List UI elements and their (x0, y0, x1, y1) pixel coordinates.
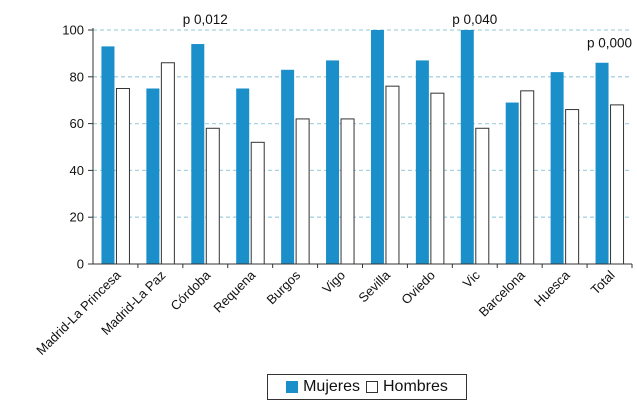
category-label: Total (588, 267, 618, 297)
bar-hombres-3 (250, 141, 265, 265)
legend-swatch-mujeres (286, 381, 299, 393)
legend-item-hombres: Hombres (366, 378, 448, 396)
bar-hombres-9 (520, 90, 535, 265)
axes (88, 28, 633, 268)
category-label: Burgos (264, 267, 304, 307)
legend: Mujeres Hombres (267, 374, 467, 400)
bar-hombres-10 (565, 109, 580, 265)
category-label: Córdoba (168, 267, 214, 313)
bar-mujeres-5 (326, 60, 340, 264)
p-value-annotation: p 0,012 (183, 12, 228, 27)
y-tick-label: 0 (77, 257, 84, 272)
bar-hombres-0 (115, 88, 130, 265)
category-label: Vigo (319, 268, 348, 297)
y-tick-label: 100 (62, 23, 84, 38)
bar-mujeres-9 (505, 102, 519, 264)
bars (101, 30, 625, 265)
bar-mujeres-1 (146, 88, 160, 264)
bar-chart: 0 20 40 60 80 100 Madrid-La PrincesaMadrid-La… (33, 12, 633, 358)
y-tick-label: 40 (70, 163, 84, 178)
bar-mujeres-4 (281, 69, 295, 264)
y-tick-label: 60 (70, 116, 84, 131)
gridlines (93, 29, 632, 218)
bar-hombres-8 (475, 127, 490, 265)
category-label: Barcelona (476, 267, 529, 320)
category-label: Sevilla (355, 267, 393, 305)
bar-hombres-1 (160, 62, 175, 265)
bar-mujeres-10 (550, 72, 564, 265)
category-label: Madrid-La Princesa (33, 267, 124, 358)
legend-label-mujeres: Mujeres (303, 378, 360, 395)
bar-hombres-4 (295, 118, 310, 265)
bar-hombres-7 (430, 92, 445, 265)
bar-hombres-11 (610, 104, 625, 265)
category-label: Vic (460, 267, 484, 291)
y-tick-label: 20 (70, 210, 84, 225)
category-label: Oviedo (398, 268, 438, 308)
bar-mujeres-8 (460, 30, 474, 264)
legend-item-mujeres: Mujeres (286, 378, 360, 396)
bar-mujeres-6 (370, 30, 384, 264)
p-value-annotation: p 0,000 (587, 35, 632, 50)
bar-mujeres-2 (191, 44, 205, 264)
bar-hombres-5 (340, 118, 355, 265)
legend-swatch-hombres (366, 381, 378, 393)
category-label: Requena (210, 267, 258, 315)
bar-mujeres-3 (236, 88, 250, 264)
p-value-annotation: p 0,040 (452, 12, 497, 27)
bar-mujeres-7 (415, 60, 429, 264)
bar-hombres-6 (385, 85, 400, 265)
bar-hombres-2 (205, 127, 220, 265)
y-tick-labels: 0 20 40 60 80 100 (62, 23, 84, 272)
legend-label-hombres: Hombres (383, 378, 448, 395)
bar-mujeres-11 (595, 62, 609, 265)
category-label: Huesca (531, 267, 573, 309)
y-tick-label: 80 (70, 69, 84, 84)
bar-mujeres-0 (101, 46, 115, 264)
annotations: p 0,012 p 0,040 p 0,000 (183, 12, 632, 50)
